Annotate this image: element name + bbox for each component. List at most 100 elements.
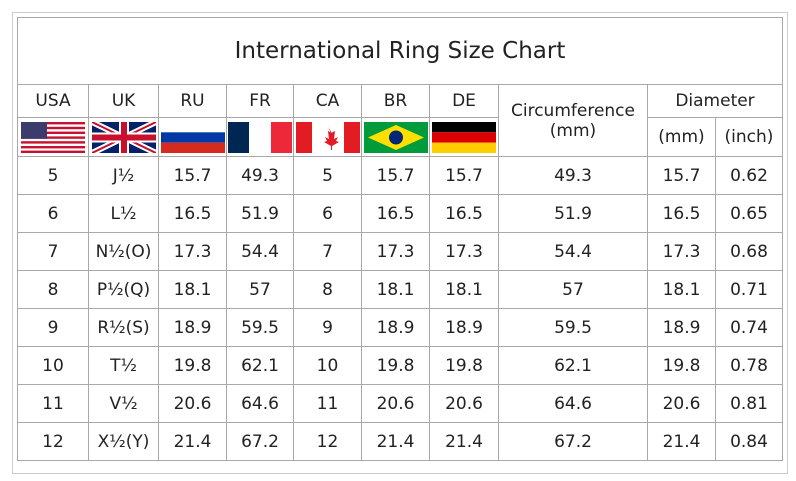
header-ru: RU — [158, 84, 227, 118]
cell-ca: 9 — [293, 308, 362, 347]
table-row: 7 N½(O) 17.3 54.4 7 17.3 17.3 54.4 17.3 0.68 — [17, 232, 783, 271]
cell-ca: 12 — [293, 422, 362, 461]
cell-ru: 16.5 — [158, 194, 227, 233]
cell-ca: 7 — [293, 232, 362, 271]
header-usa: USA — [17, 84, 89, 118]
germany-flag-icon — [432, 121, 496, 153]
cell-ca: 10 — [293, 346, 362, 385]
cell-ru: 19.8 — [158, 346, 227, 385]
cell-usa: 12 — [17, 422, 89, 461]
cell-circumference: 62.1 — [498, 346, 648, 385]
russia-flag-icon — [160, 121, 225, 153]
header-circumference: Circumference (mm) — [498, 84, 648, 157]
cell-fr: 57 — [226, 270, 294, 309]
cell-uk: J½ — [88, 156, 159, 195]
us-flag-icon — [21, 121, 85, 153]
cell-uk: R½(S) — [88, 308, 159, 347]
cell-diameter-mm: 17.3 — [647, 232, 716, 271]
cell-diameter-inch: 0.74 — [715, 308, 783, 347]
cell-circumference: 54.4 — [498, 232, 648, 271]
cell-diameter-mm: 18.9 — [647, 308, 716, 347]
cell-fr: 67.2 — [226, 422, 294, 461]
cell-uk: X½(Y) — [88, 422, 159, 461]
table-row: 5 J½ 15.7 49.3 5 15.7 15.7 49.3 15.7 0.62 — [17, 156, 783, 195]
ring-size-table: International Ring Size Chart USA UK RU … — [17, 17, 783, 461]
cell-circumference: 59.5 — [498, 308, 648, 347]
cell-fr: 51.9 — [226, 194, 294, 233]
cell-usa: 6 — [17, 194, 89, 233]
cell-de: 19.8 — [429, 346, 499, 385]
cell-fr: 62.1 — [226, 346, 294, 385]
cell-circumference: 64.6 — [498, 384, 648, 423]
cell-fr: 59.5 — [226, 308, 294, 347]
cell-fr: 54.4 — [226, 232, 294, 271]
cell-de: 21.4 — [429, 422, 499, 461]
table-row: 6 L½ 16.5 51.9 6 16.5 16.5 51.9 16.5 0.65 — [17, 194, 783, 233]
cell-ru: 21.4 — [158, 422, 227, 461]
table-row: 11 V½ 20.6 64.6 11 20.6 20.6 64.6 20.6 0.81 — [17, 384, 783, 423]
cell-diameter-inch: 0.81 — [715, 384, 783, 423]
cell-ru: 17.3 — [158, 232, 227, 271]
canada-flag-icon — [295, 121, 360, 153]
cell-diameter-inch: 0.68 — [715, 232, 783, 271]
table-row: 12 X½(Y) 21.4 67.2 12 21.4 21.4 67.2 21.4 0.84 — [17, 422, 783, 461]
cell-fr: 49.3 — [226, 156, 294, 195]
cell-ca: 6 — [293, 194, 362, 233]
header-uk: UK — [88, 84, 159, 118]
cell-ca: 8 — [293, 270, 362, 309]
cell-ru: 15.7 — [158, 156, 227, 195]
cell-usa: 9 — [17, 308, 89, 347]
france-flag-icon — [228, 121, 292, 153]
chart-frame — [12, 12, 788, 474]
header-ca: CA — [293, 84, 362, 118]
cell-de: 16.5 — [429, 194, 499, 233]
cell-diameter-mm: 18.1 — [647, 270, 716, 309]
cell-de: 18.9 — [429, 308, 499, 347]
cell-ru: 18.9 — [158, 308, 227, 347]
cell-ca: 11 — [293, 384, 362, 423]
cell-usa: 8 — [17, 270, 89, 309]
cell-br: 15.7 — [361, 156, 430, 195]
cell-diameter-mm: 16.5 — [647, 194, 716, 233]
cell-circumference: 67.2 — [498, 422, 648, 461]
cell-ru: 20.6 — [158, 384, 227, 423]
table-row: 9 R½(S) 18.9 59.5 9 18.9 18.9 59.5 18.9 0.74 — [17, 308, 783, 347]
uk-flag-icon — [91, 121, 156, 153]
cell-diameter-mm: 15.7 — [647, 156, 716, 195]
header-diameter-inch: (inch) — [715, 117, 783, 157]
cell-circumference: 49.3 — [498, 156, 648, 195]
cell-diameter-inch: 0.62 — [715, 156, 783, 195]
header-fr: FR — [226, 84, 294, 118]
header-diameter: Diameter — [647, 84, 783, 118]
cell-de: 15.7 — [429, 156, 499, 195]
cell-diameter-inch: 0.84 — [715, 422, 783, 461]
circumference-label: Circumference — [511, 100, 635, 121]
cell-usa: 7 — [17, 232, 89, 271]
cell-ru: 18.1 — [158, 270, 227, 309]
cell-usa: 5 — [17, 156, 89, 195]
cell-circumference: 57 — [498, 270, 648, 309]
circumference-unit: (mm) — [549, 120, 597, 141]
cell-diameter-inch: 0.78 — [715, 346, 783, 385]
cell-br: 19.8 — [361, 346, 430, 385]
cell-br: 18.9 — [361, 308, 430, 347]
cell-usa: 11 — [17, 384, 89, 423]
cell-diameter-mm: 19.8 — [647, 346, 716, 385]
cell-usa: 10 — [17, 346, 89, 385]
cell-br: 18.1 — [361, 270, 430, 309]
cell-de: 18.1 — [429, 270, 499, 309]
cell-diameter-inch: 0.71 — [715, 270, 783, 309]
cell-de: 20.6 — [429, 384, 499, 423]
cell-br: 16.5 — [361, 194, 430, 233]
cell-br: 17.3 — [361, 232, 430, 271]
table-row: 10 T½ 19.8 62.1 10 19.8 19.8 62.1 19.8 0.78 — [17, 346, 783, 385]
table-row: 8 P½(Q) 18.1 57 8 18.1 18.1 57 18.1 0.71 — [17, 270, 783, 309]
header-diameter-mm: (mm) — [647, 117, 716, 157]
cell-diameter-inch: 0.65 — [715, 194, 783, 233]
cell-uk: V½ — [88, 384, 159, 423]
cell-diameter-mm: 21.4 — [647, 422, 716, 461]
cell-br: 20.6 — [361, 384, 430, 423]
cell-br: 21.4 — [361, 422, 430, 461]
cell-uk: T½ — [88, 346, 159, 385]
cell-uk: L½ — [88, 194, 159, 233]
